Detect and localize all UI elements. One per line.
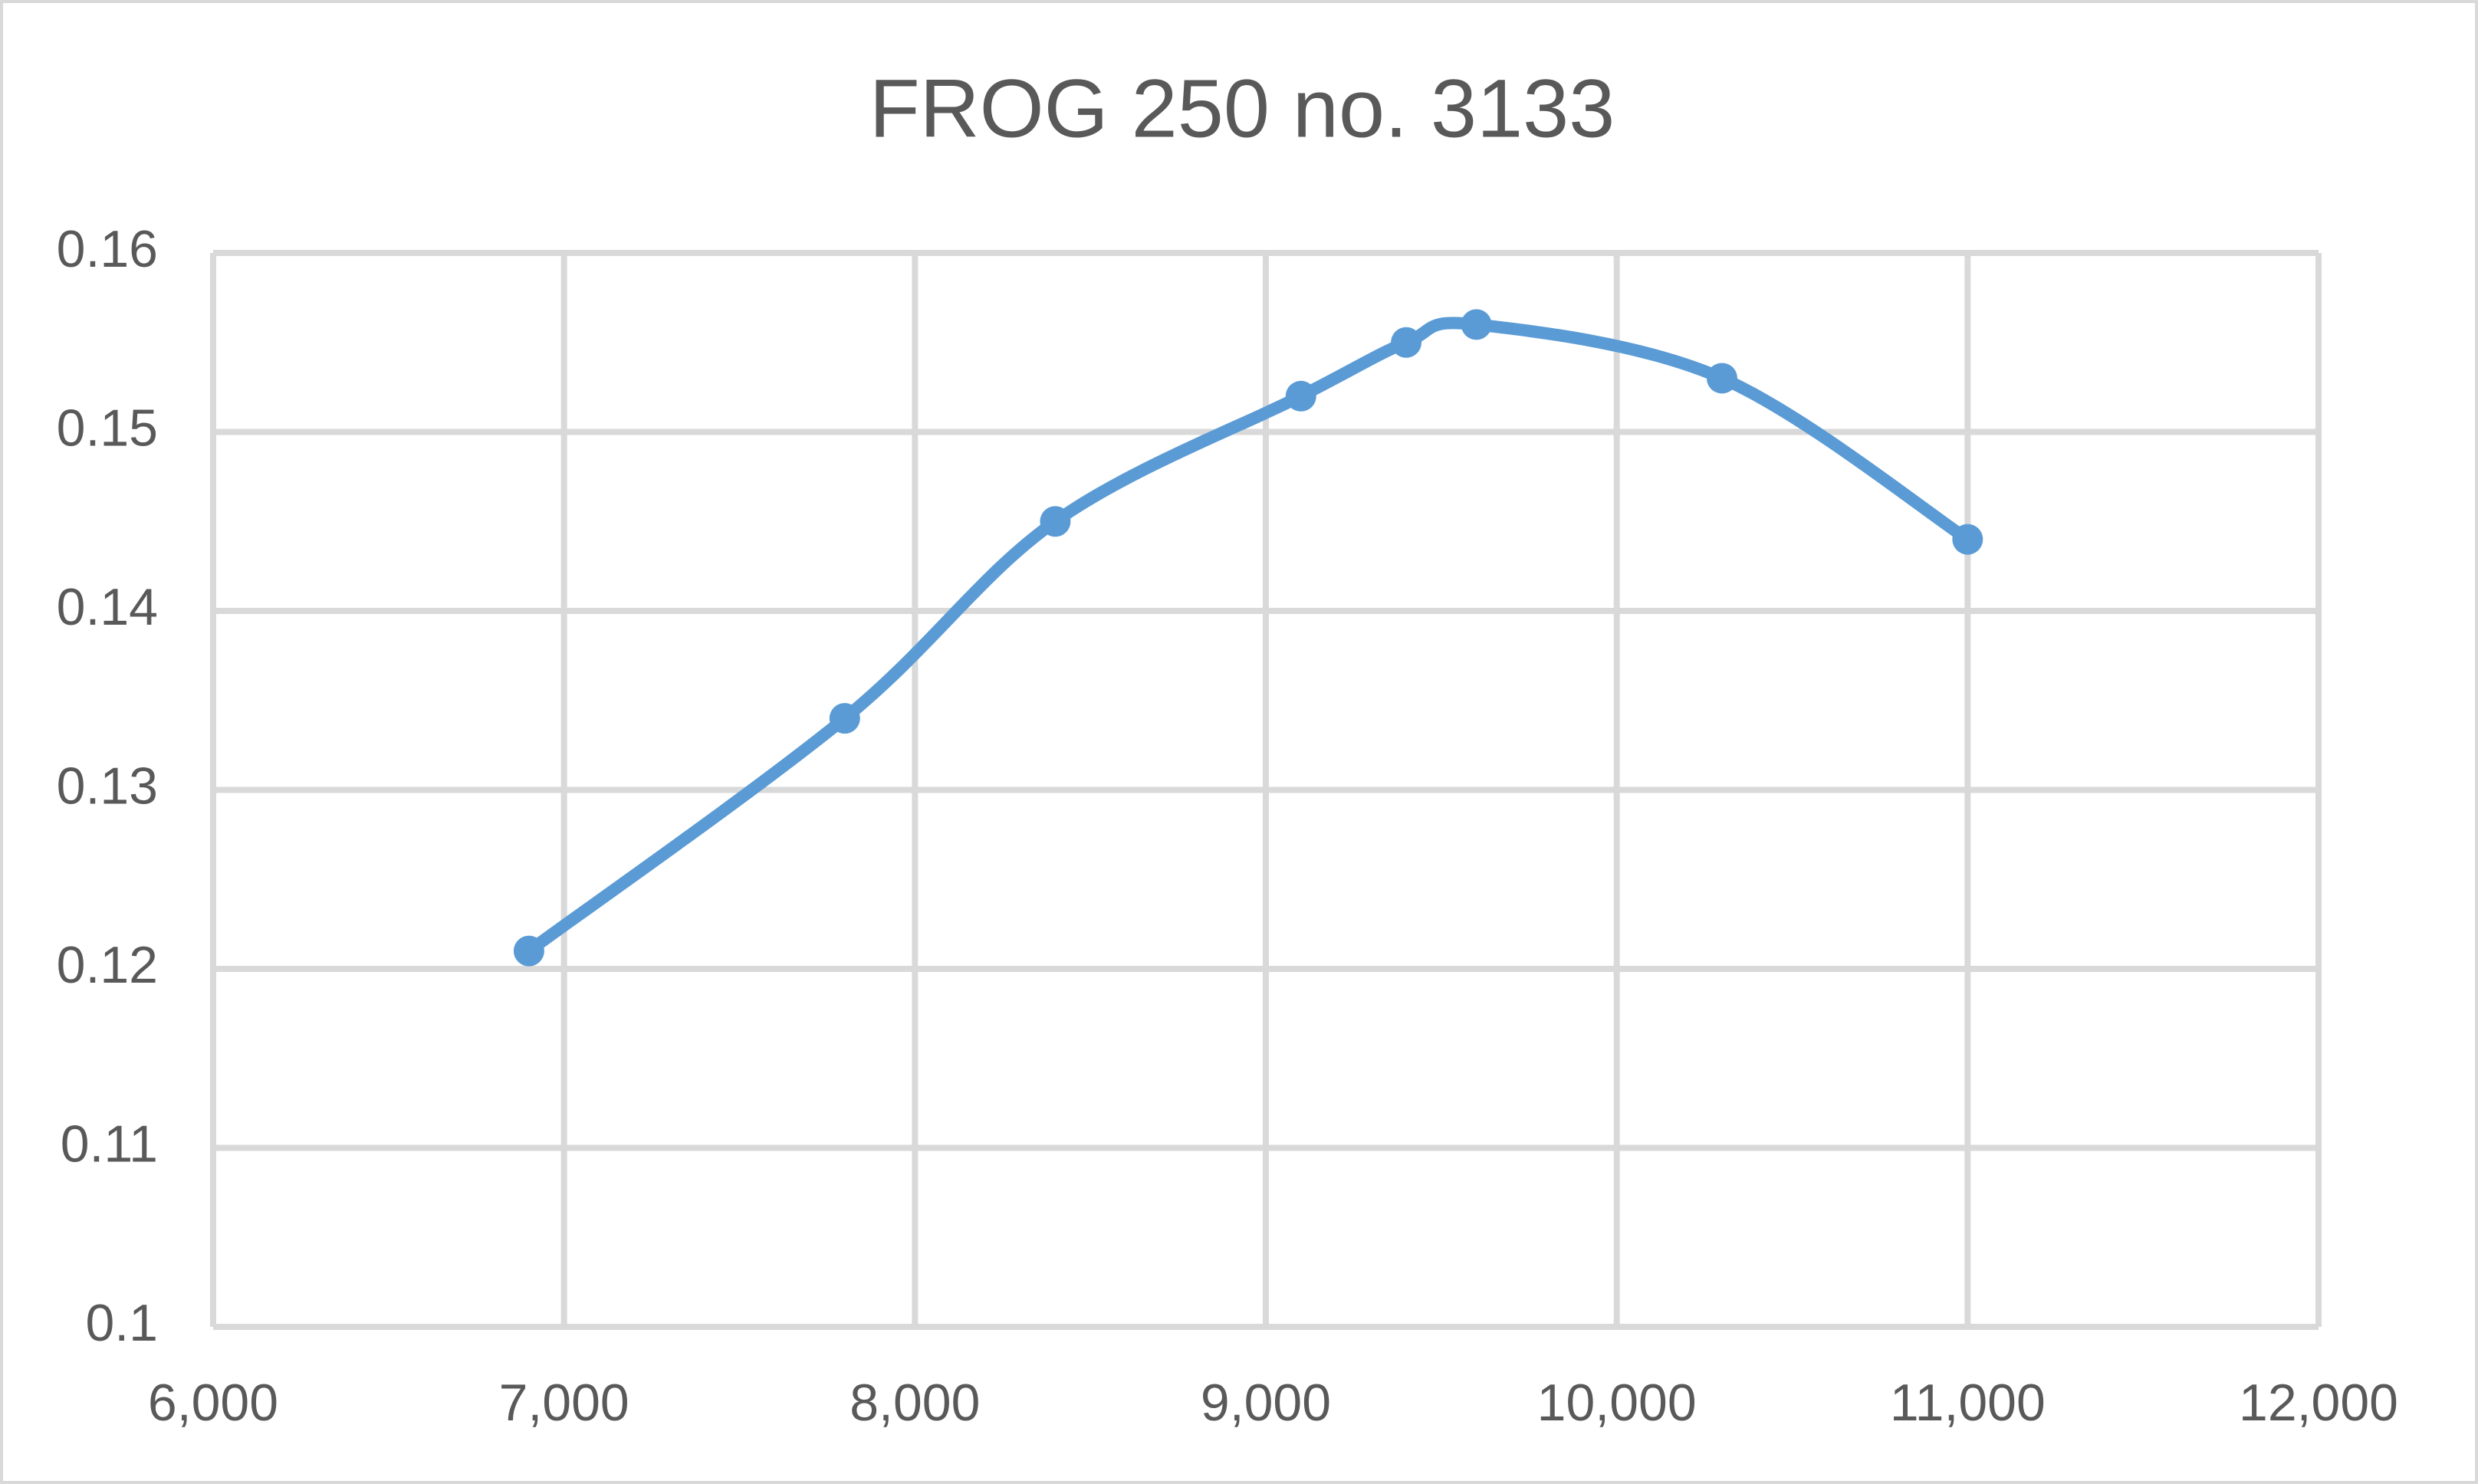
marker xyxy=(1040,506,1071,537)
y-tick-label: 0.15 xyxy=(57,399,158,457)
y-tick-label: 0.12 xyxy=(57,936,158,994)
chart-title: FROG 250 no. 3133 xyxy=(869,62,1615,155)
x-tick-label: 11,000 xyxy=(1890,1374,2046,1432)
marker xyxy=(1461,309,1492,340)
x-tick-label: 8,000 xyxy=(850,1374,980,1432)
x-tick-label: 7,000 xyxy=(499,1374,629,1432)
x-tick-label: 6,000 xyxy=(148,1374,278,1432)
marker xyxy=(1952,524,1983,555)
y-tick-label: 0.14 xyxy=(57,578,158,636)
y-tick-label: 0.11 xyxy=(61,1115,158,1173)
y-tick-label: 0.13 xyxy=(57,757,158,815)
marker xyxy=(1391,327,1422,358)
y-tick-label: 0.16 xyxy=(57,220,158,278)
marker xyxy=(1706,363,1737,394)
marker xyxy=(1285,380,1316,412)
x-tick-label: 12,000 xyxy=(2239,1374,2398,1432)
marker xyxy=(829,703,860,734)
x-tick-label: 10,000 xyxy=(1537,1374,1697,1432)
marker xyxy=(513,935,544,967)
y-tick-label: 0.1 xyxy=(85,1294,158,1352)
x-tick-label: 9,000 xyxy=(1201,1374,1331,1432)
